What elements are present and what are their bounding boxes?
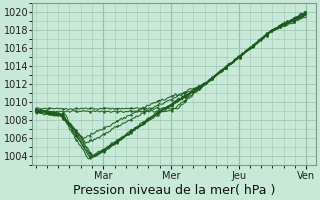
X-axis label: Pression niveau de la mer( hPa ): Pression niveau de la mer( hPa )	[73, 184, 276, 197]
